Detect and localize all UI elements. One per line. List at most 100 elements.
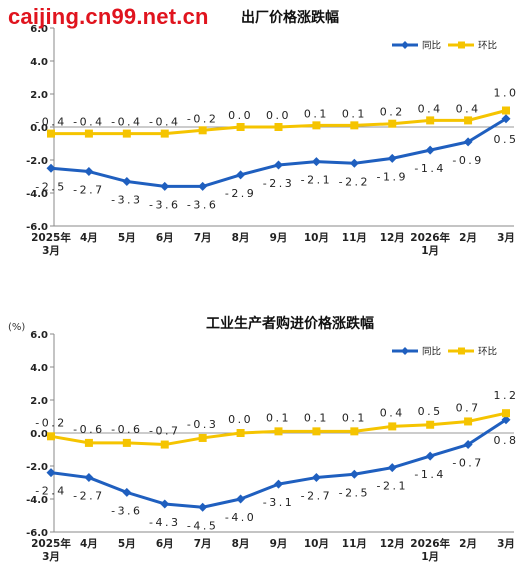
c2-x-tick-label: 10月 (304, 538, 329, 550)
c1-data-label: -0.2 (187, 112, 218, 125)
c1-x-tick-label: 2026年 (410, 231, 450, 244)
c1-legend-label: 环比 (478, 40, 497, 52)
c1-point-mom (274, 123, 283, 131)
c1-data-label: -2.7 (73, 184, 104, 197)
c2-x-tick-label-line2: 3月 (42, 551, 60, 563)
c2-data-label: 1.2 (494, 389, 519, 402)
c1-data-label: 0.1 (304, 107, 329, 120)
c1-data-label: -0.4 (149, 116, 180, 129)
c1-x-tick-label: 11月 (342, 232, 367, 244)
c1-point-mom (464, 116, 473, 125)
c2-point-mom (388, 422, 397, 431)
c1-point-mom (350, 121, 359, 130)
c1-point-yoy (274, 160, 283, 170)
c1-x-tick-label-line2: 3月 (42, 245, 60, 257)
c2-point-yoy (387, 463, 397, 473)
c2-x-tick-label: 4月 (80, 538, 98, 550)
c2-x-tick-label: 2月 (459, 538, 477, 550)
c2-data-label: -0.2 (35, 416, 66, 429)
c2-point-mom (47, 432, 55, 441)
c2-y-tick-label: 6.0 (30, 330, 48, 341)
c1-point-mom (502, 106, 510, 115)
chart-purchase-price-svg: 工业生产者购进价格涨跌幅(%)6.04.02.00.0-2.0-4.0-6.02… (8, 315, 519, 563)
c2-point-yoy (311, 473, 321, 483)
c1-point-yoy (501, 114, 511, 124)
c2-y-tick-label: -2.0 (26, 462, 48, 473)
c2-data-label: 0.7 (456, 401, 481, 414)
c2-data-label: 0.8 (494, 434, 519, 447)
c2-data-label: 0.1 (266, 411, 291, 424)
c1-y-tick-label: 4.0 (30, 57, 48, 68)
c2-y-tick-label: 2.0 (30, 396, 48, 407)
c2-x-tick-label: 3月 (497, 538, 515, 550)
c2-data-label: -2.5 (339, 486, 370, 499)
c1-y-tick-label: -4.0 (26, 189, 48, 200)
c1-point-mom (198, 126, 207, 135)
c1-point-mom (388, 119, 397, 128)
c1-x-tick-label: 2月 (459, 232, 477, 244)
c1-point-yoy (349, 158, 359, 168)
c1-data-label: 0.4 (456, 102, 481, 115)
c2-x-tick-label: 9月 (270, 538, 288, 550)
c1-x-tick-label: 4月 (80, 232, 98, 244)
c1-data-label: -1.4 (414, 162, 445, 175)
c2-point-yoy (349, 469, 359, 479)
c1-point-yoy (160, 181, 170, 191)
c1-point-mom (47, 129, 55, 138)
c2-point-yoy (160, 499, 170, 509)
c2-point-mom (160, 440, 169, 449)
c2-legend-swatch-marker (458, 347, 465, 355)
c2-x-tick-label: 8月 (232, 538, 250, 550)
c2-x-tick-label: 7月 (194, 538, 212, 550)
c1-data-label: -2.9 (225, 187, 256, 200)
c1-point-yoy (425, 145, 435, 155)
c2-point-yoy (274, 479, 283, 489)
c1-data-label: -2.2 (339, 175, 370, 188)
site-watermark: caijing.cn99.net.cn (8, 4, 209, 29)
c2-data-label: -2.7 (73, 490, 104, 503)
c1-data-label: -2.5 (35, 180, 66, 193)
c2-data-label: 0.0 (228, 413, 253, 426)
c1-x-tick-label: 8月 (232, 232, 250, 244)
c2-point-yoy (198, 502, 208, 512)
c1-data-label: -0.9 (452, 154, 483, 167)
c1-point-yoy (463, 137, 473, 147)
c2-point-yoy (84, 473, 94, 483)
c1-data-label: 0.0 (228, 109, 253, 122)
c1-point-mom (312, 121, 321, 130)
c1-data-label: 0.2 (380, 106, 405, 119)
c1-data-label: -3.3 (111, 193, 142, 206)
c2-data-label: -0.3 (187, 418, 218, 431)
c2-point-mom (274, 427, 283, 436)
c2-point-yoy (122, 487, 132, 497)
c1-data-label: -0.4 (73, 116, 104, 129)
c2-data-label: -0.6 (73, 423, 104, 436)
c2-point-mom (312, 427, 321, 436)
c2-legend-swatch-marker (401, 347, 409, 355)
chart-purchase-price: 工业生产者购进价格涨跌幅 (%) 6.0 4.0 2.0 0.0 -2.0 -4.0 -6.0 2… (0, 306, 530, 566)
c2-data-label: 0.4 (380, 406, 405, 419)
c1-data-label: -2.1 (301, 174, 332, 187)
c2-point-mom (426, 420, 435, 429)
c2-point-yoy (46, 468, 56, 478)
c2-data-label: -0.7 (452, 457, 483, 470)
c1-data-label: -1.9 (377, 170, 408, 183)
c1-y-tick-label: 6.0 (30, 24, 48, 35)
c1-data-label: 0.4 (418, 102, 443, 115)
c1-point-yoy (122, 176, 132, 186)
c1-data-label: -0.4 (111, 116, 142, 129)
c2-chart-title: 工业生产者购进价格涨跌幅 (206, 315, 374, 332)
c1-x-tick-label: 7月 (194, 232, 212, 244)
c2-data-label: -4.3 (149, 516, 180, 529)
c1-x-tick-label: 6月 (156, 232, 174, 244)
c2-data-label: -3.1 (263, 496, 294, 509)
c1-data-label: -3.6 (187, 198, 218, 211)
c2-y-tick-label: 0.0 (30, 429, 48, 440)
c2-data-label: -4.0 (225, 511, 256, 524)
c1-point-yoy (236, 170, 246, 180)
c1-point-mom (236, 123, 245, 131)
c1-x-tick-label: 12月 (380, 232, 405, 244)
c2-point-yoy (425, 451, 435, 461)
c1-legend-label: 同比 (422, 40, 441, 52)
c2-data-label: -2.7 (301, 490, 332, 503)
